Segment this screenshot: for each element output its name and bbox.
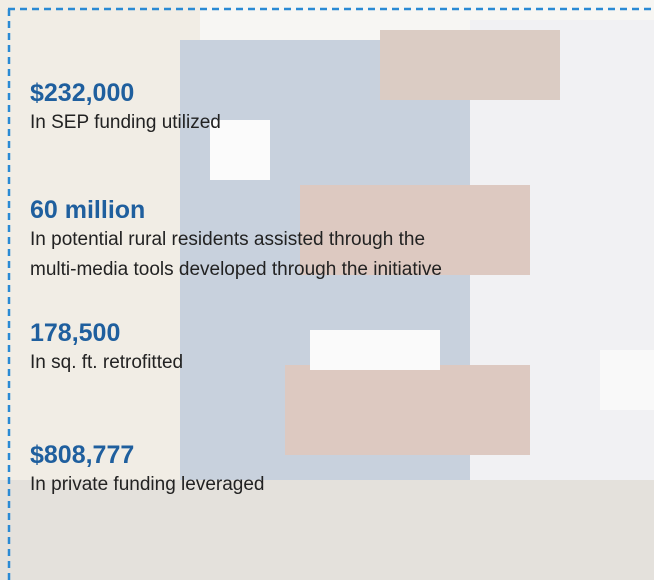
stat-figure: 60 million	[30, 196, 146, 224]
stat-description: multi-media tools developed through the …	[30, 259, 442, 280]
stat-figure: 178,500	[30, 319, 121, 347]
stat-description: In SEP funding utilized	[30, 112, 221, 133]
stat-item: $232,000 In SEP funding utilized	[30, 78, 221, 138]
stat-figure: $232,000	[30, 79, 135, 107]
stat-description: In private funding leveraged	[30, 474, 265, 495]
stat-item: 60 million In potential rural residents a…	[30, 195, 442, 285]
stat-description: In potential rural residents assisted th…	[30, 229, 426, 250]
stat-item: 178,500 In sq. ft. retrofitted	[30, 318, 183, 378]
stat-figure: $808,777	[30, 441, 135, 469]
stat-item: $808,777 In private funding leveraged	[30, 440, 265, 500]
stat-description: In sq. ft. retrofitted	[30, 352, 184, 373]
